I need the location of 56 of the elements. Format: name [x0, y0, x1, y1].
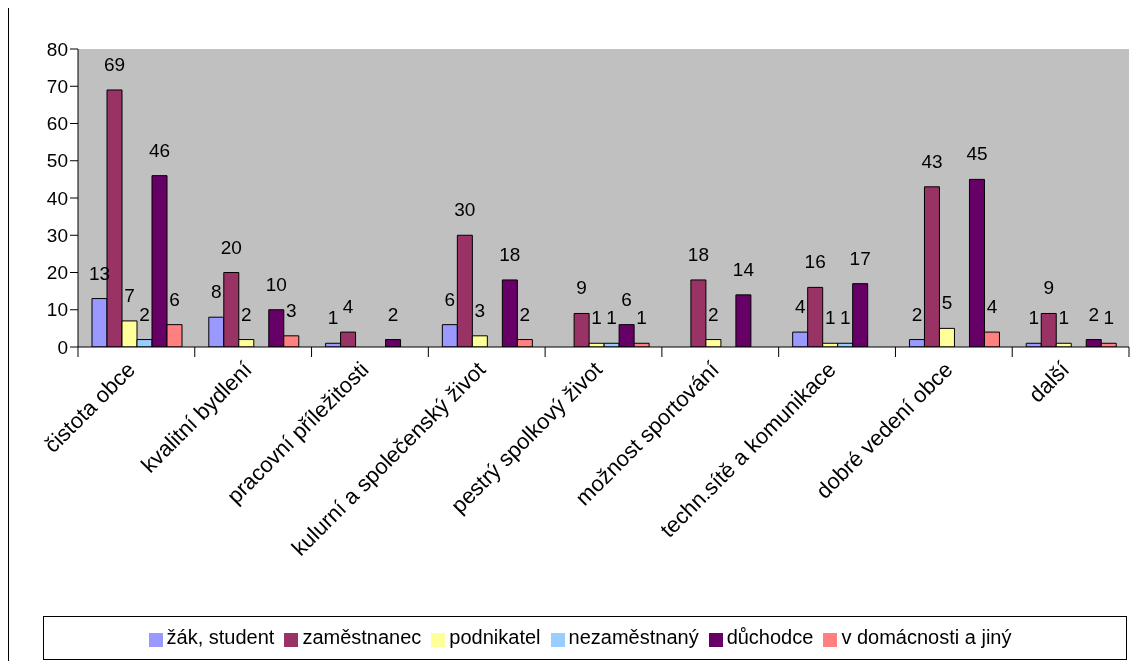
y-tick-label: 70: [46, 76, 68, 97]
y-tick-label: 80: [46, 38, 68, 60]
data-label: 30: [454, 199, 476, 221]
data-label: 2: [911, 303, 923, 325]
data-label: 18: [687, 243, 709, 265]
data-label: 9: [576, 277, 587, 299]
legend-label: podnikatel: [449, 626, 541, 648]
data-label: 1: [824, 307, 836, 329]
data-label: 1: [636, 307, 647, 329]
data-label: 5: [941, 292, 953, 314]
y-tick-label: 40: [46, 187, 68, 209]
data-label: 6: [169, 288, 180, 310]
data-label: 14: [732, 258, 755, 280]
data-label: 46: [148, 139, 171, 161]
data-label: 2: [241, 303, 252, 325]
data-label: 6: [444, 288, 456, 310]
data-label: 4: [986, 296, 998, 318]
y-tick-label: 0: [57, 336, 68, 358]
data-label: 4: [342, 296, 354, 318]
y-tick-label: 50: [46, 150, 68, 172]
data-label: 8: [211, 281, 222, 303]
data-label: 45: [966, 143, 988, 165]
data-label: 69: [103, 53, 126, 75]
data-label: 7: [124, 284, 135, 306]
data-label: 16: [804, 251, 826, 273]
data-label: 1: [327, 307, 339, 329]
data-label: 2: [387, 303, 399, 325]
data-label: 2: [139, 303, 150, 325]
data-label: 1: [1028, 307, 1040, 329]
data-label: 1: [606, 307, 617, 329]
data-label: 18: [499, 243, 521, 265]
data-label: 1: [839, 307, 851, 329]
legend-label: důchodce: [726, 626, 814, 648]
data-label: 4: [794, 296, 806, 318]
y-tick-label: 60: [46, 113, 68, 135]
data-label: 9: [1043, 277, 1055, 299]
data-label: 2: [519, 303, 531, 325]
data-label: 6: [621, 288, 632, 310]
data-label: 10: [265, 273, 287, 295]
legend-label: zaměstnanec: [302, 626, 422, 648]
data-label: 20: [220, 236, 242, 258]
legend-label: v domácnosti a jiný: [841, 626, 1012, 648]
data-label: 2: [1088, 303, 1100, 325]
y-tick-label: 10: [46, 299, 68, 321]
legend-label: žák, student: [166, 626, 275, 648]
data-label: 2: [708, 303, 719, 325]
data-label: 43: [921, 150, 943, 172]
y-tick-label: 20: [46, 262, 68, 284]
data-label: 1: [1103, 307, 1115, 329]
data-label: 1: [1058, 307, 1070, 329]
data-label: 3: [474, 299, 486, 321]
y-tick-label: 30: [46, 224, 68, 246]
legend-label: nezaměstnaný: [568, 626, 699, 648]
data-label: 17: [849, 247, 871, 269]
data-label: 3: [286, 299, 297, 321]
data-label: 1: [591, 307, 602, 329]
